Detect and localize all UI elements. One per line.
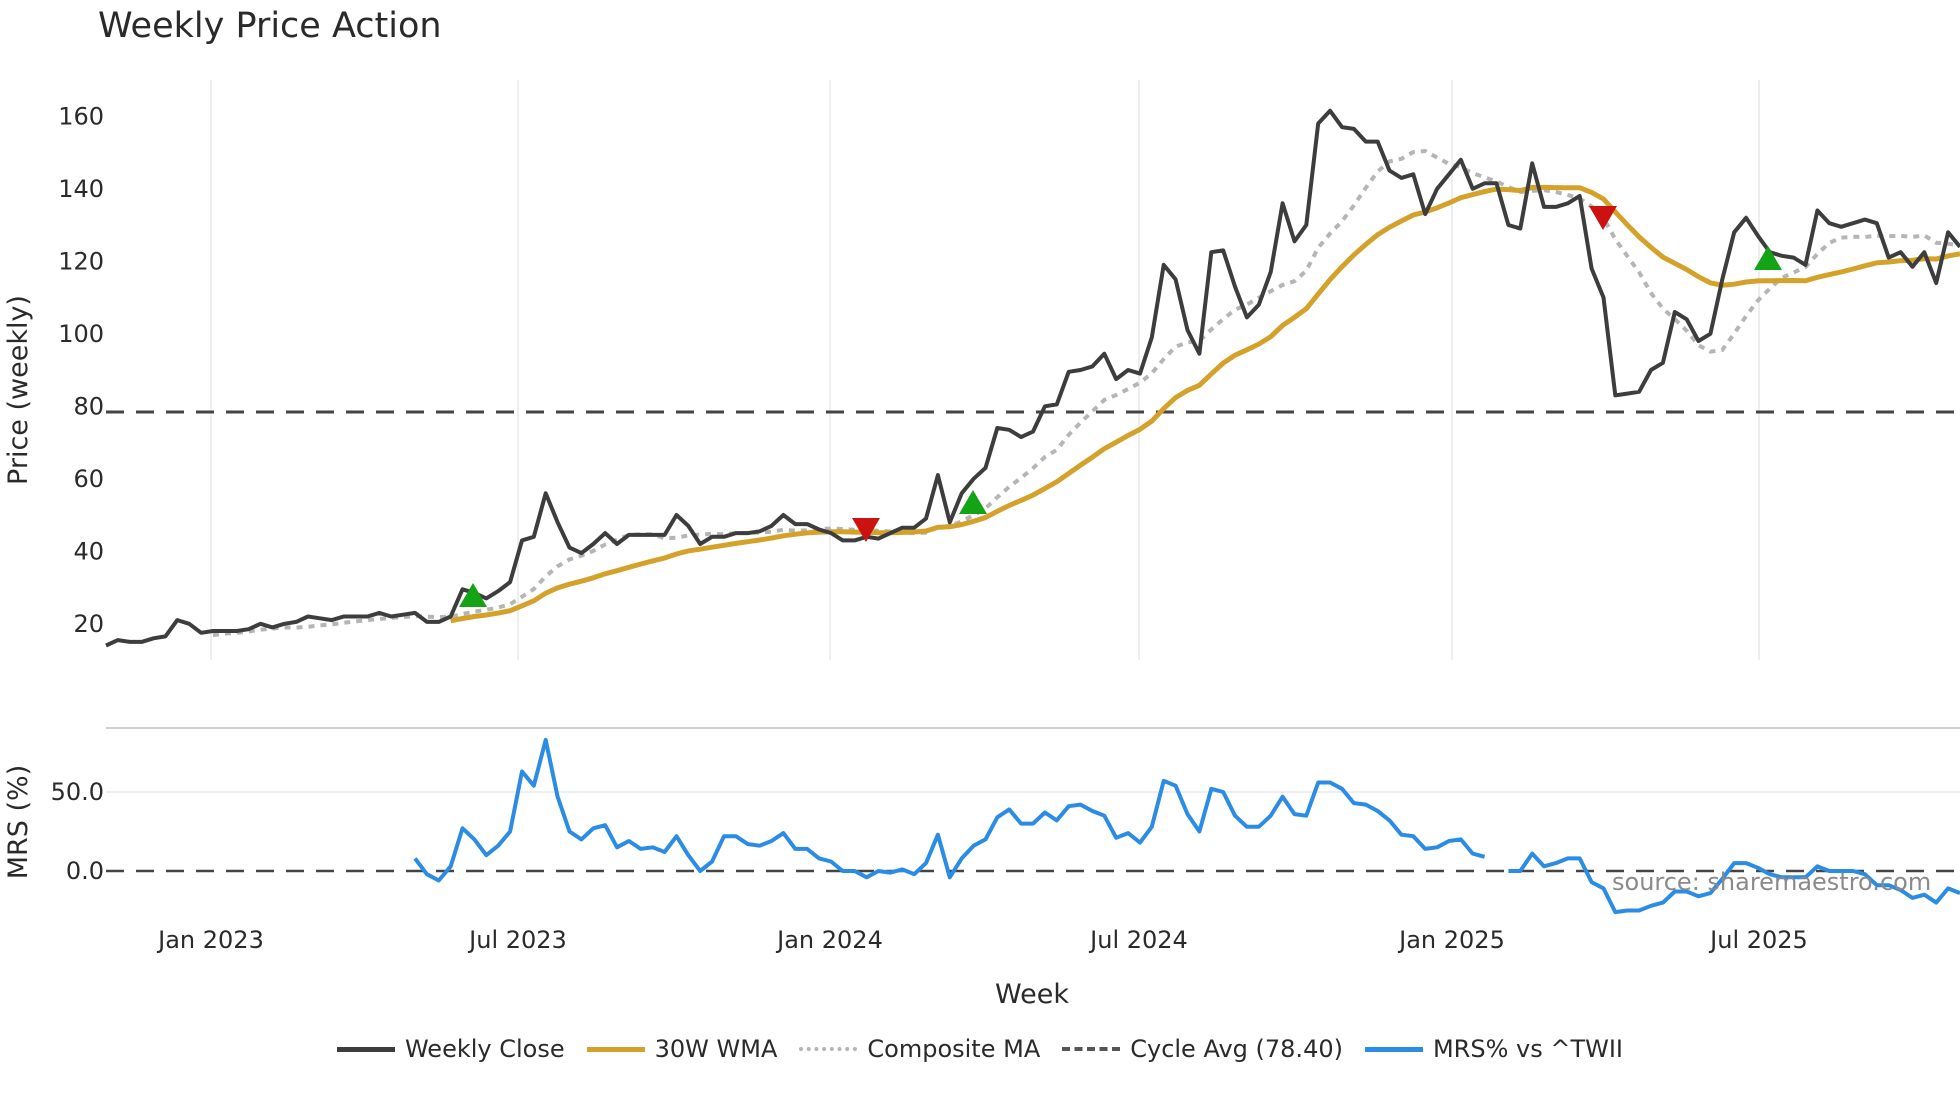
watermark: source: sharemaestro.com <box>1612 868 1931 896</box>
legend-item[interactable]: Cycle Avg (78.40) <box>1062 1035 1343 1063</box>
legend-label: Cycle Avg (78.40) <box>1130 1035 1343 1063</box>
mrs-panel: 50.0 0.0 <box>51 727 1960 915</box>
x-axis-label: Week <box>995 979 1069 1010</box>
legend-item[interactable]: Composite MA <box>799 1035 1040 1063</box>
y-axis-label-mrs: MRS (%) <box>3 765 34 880</box>
axes: Jan 2023 Jul 2023 Jan 2024 Jul 2024 Jan 2025… <box>58 102 1808 954</box>
y-tick-label: 160 <box>58 102 104 130</box>
x-tick-label: Jan 2023 <box>156 926 264 954</box>
y-tick-label: 100 <box>58 320 104 348</box>
buy-signal-icon <box>959 490 987 514</box>
x-tick-label: Jan 2024 <box>775 926 883 954</box>
sell-signal-icon <box>852 518 880 542</box>
mrs-tick-label: 50.0 <box>51 778 104 806</box>
buy-signal-icon <box>1754 246 1782 270</box>
legend-item[interactable]: Weekly Close <box>336 1035 565 1063</box>
x-tick-label: Jan 2025 <box>1397 926 1505 954</box>
legend-label: 30W WMA <box>654 1035 778 1063</box>
y-tick-label: 140 <box>58 175 104 203</box>
legend-swatch-icon <box>1364 1046 1423 1052</box>
legend-swatch-icon <box>799 1047 858 1051</box>
legend-item[interactable]: MRS% vs ^TWII <box>1364 1035 1624 1063</box>
chart-title: Weekly Price Action <box>98 6 442 46</box>
legend-swatch-icon <box>586 1046 645 1052</box>
y-axis-label-price: Price (weekly) <box>3 295 34 485</box>
y-tick-label: 40 <box>73 537 104 565</box>
x-tick-label: Jul 2025 <box>1708 926 1808 954</box>
legend-label: Composite MA <box>867 1035 1041 1063</box>
sell-signal-icon <box>1589 206 1617 230</box>
buy-signal-icon <box>459 583 487 607</box>
legend-item[interactable]: 30W WMA <box>586 1035 778 1063</box>
legend-label: MRS% vs ^TWII <box>1432 1035 1624 1063</box>
y-tick-label: 20 <box>73 610 104 638</box>
x-tick-label: Jul 2024 <box>1088 926 1188 954</box>
legend: Weekly Close 30W WMA Composite MA Cycle Avg… <box>0 1035 1960 1063</box>
y-tick-label: 120 <box>58 247 104 275</box>
y-tick-label: 60 <box>73 465 104 493</box>
legend-swatch-icon <box>1062 1047 1121 1051</box>
legend-label: Weekly Close <box>404 1035 565 1063</box>
series <box>105 108 1960 648</box>
legend-swatch-icon <box>336 1046 395 1052</box>
x-tick-label: Jul 2023 <box>467 926 567 954</box>
mrs-tick-label: 0.0 <box>66 857 104 885</box>
grid-lines <box>210 80 1760 660</box>
y-tick-label: 80 <box>73 392 104 420</box>
